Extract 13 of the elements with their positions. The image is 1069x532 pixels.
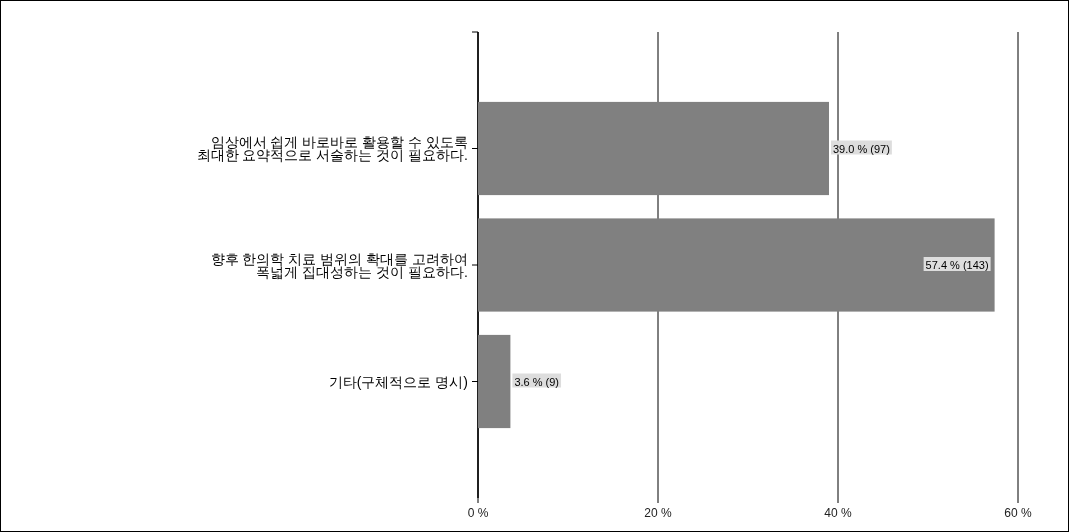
x-tick-label: 40 % bbox=[824, 506, 852, 520]
x-tick-label: 20 % bbox=[644, 506, 672, 520]
x-tick-label: 60 % bbox=[1004, 506, 1032, 520]
x-tick-label: 0 % bbox=[467, 506, 489, 520]
data-label: 39.0 % (97) bbox=[833, 142, 890, 155]
bar bbox=[478, 334, 511, 429]
data-label: 3.6 % (9) bbox=[514, 375, 560, 388]
y-tick-label: 향후 한의학 치료 범위의 확대를 고려하여 폭넓게 집대성하는 것이 필요하다. bbox=[210, 250, 468, 280]
y-tick-label: 기타(구체적으로 명시) bbox=[328, 373, 468, 390]
bar bbox=[478, 218, 995, 312]
bar bbox=[478, 101, 829, 196]
data-label: 57.4 % (143) bbox=[925, 259, 989, 271]
y-tick-label: 임상에서 쉽게 바로바로 활용할 수 있도록 최대한 요약적으로 서술하는 것이 필요하다. bbox=[196, 134, 468, 163]
